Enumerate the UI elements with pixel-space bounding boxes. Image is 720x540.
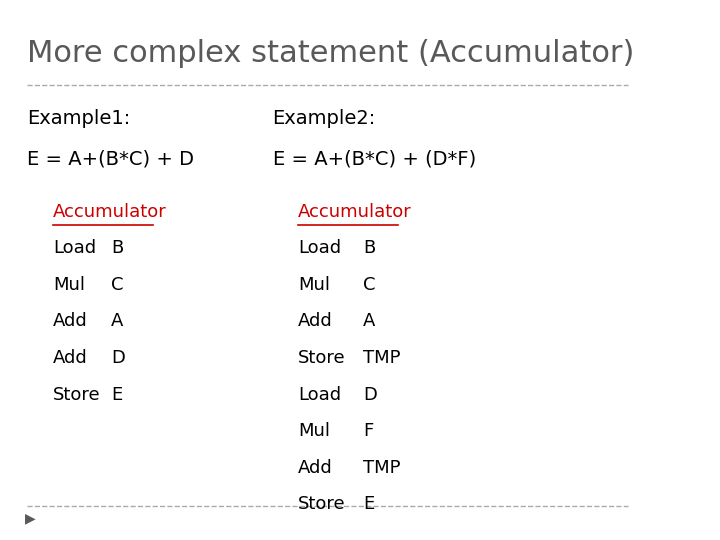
Text: Load: Load <box>53 239 96 258</box>
Text: Example2:: Example2: <box>272 109 376 128</box>
Text: Store: Store <box>298 349 346 367</box>
Text: E = A+(B*C) + D: E = A+(B*C) + D <box>27 149 194 168</box>
Text: Store: Store <box>298 495 346 513</box>
Text: B: B <box>111 239 123 258</box>
Text: Add: Add <box>298 313 333 330</box>
Text: Load: Load <box>298 239 341 258</box>
Text: Load: Load <box>298 386 341 403</box>
Text: Mul: Mul <box>298 276 330 294</box>
Text: D: D <box>363 386 377 403</box>
Text: Accumulator: Accumulator <box>298 203 412 221</box>
Text: A: A <box>363 313 375 330</box>
Text: A: A <box>111 313 124 330</box>
Text: F: F <box>363 422 373 440</box>
Text: Example1:: Example1: <box>27 109 130 128</box>
Text: Store: Store <box>53 386 101 403</box>
Text: E: E <box>111 386 122 403</box>
Text: TMP: TMP <box>363 349 400 367</box>
Text: Add: Add <box>53 349 88 367</box>
Text: E = A+(B*C) + (D*F): E = A+(B*C) + (D*F) <box>272 149 476 168</box>
Text: More complex statement (Accumulator): More complex statement (Accumulator) <box>27 39 634 68</box>
Text: B: B <box>363 239 375 258</box>
Text: Add: Add <box>53 313 88 330</box>
Text: TMP: TMP <box>363 458 400 477</box>
Text: Add: Add <box>298 458 333 477</box>
Text: Accumulator: Accumulator <box>53 203 167 221</box>
Text: ▶: ▶ <box>25 511 36 525</box>
Text: C: C <box>111 276 124 294</box>
Text: E: E <box>363 495 374 513</box>
Text: D: D <box>111 349 125 367</box>
Text: Mul: Mul <box>298 422 330 440</box>
Text: Mul: Mul <box>53 276 85 294</box>
Text: C: C <box>363 276 375 294</box>
